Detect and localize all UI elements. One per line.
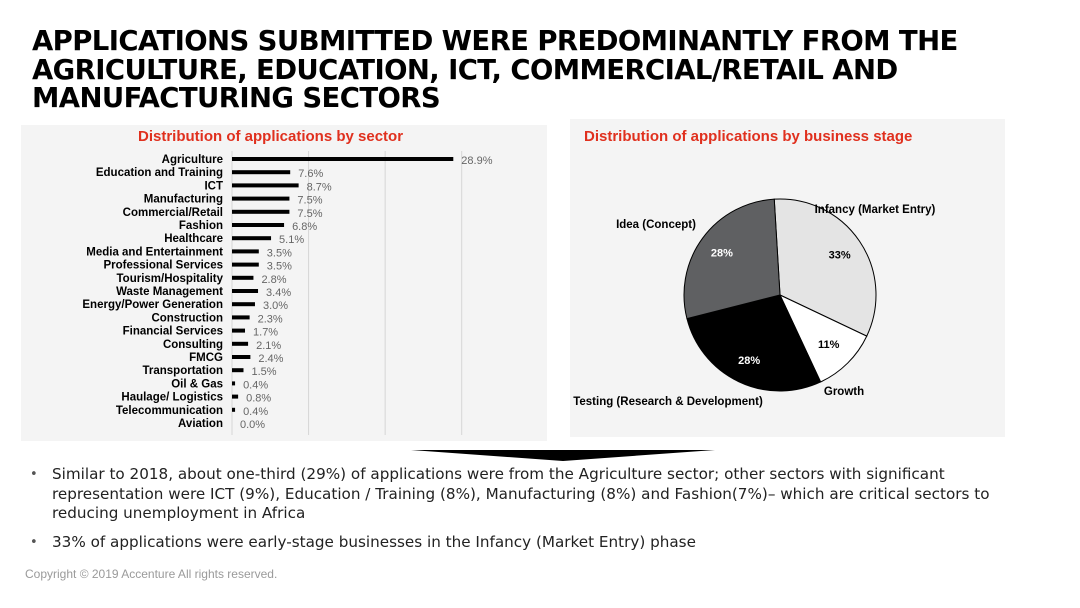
sector-bar [232, 262, 259, 267]
sector-bar [232, 275, 254, 280]
slide-title-line-2: AGRICULTURE, EDUCATION, ICT, COMMERCIAL/… [32, 53, 898, 86]
sector-label: Manufacturing [144, 194, 223, 206]
sector-value-label: 3.5% [267, 247, 292, 259]
pie-percent-label: 33% [829, 250, 851, 262]
sector-label: Construction [151, 312, 223, 324]
pie-category-label: Idea (Concept) [616, 219, 696, 231]
sector-label: Waste Management [116, 286, 223, 298]
sector-bar [232, 236, 272, 241]
pie-category-label: Testing (Research & Development) [573, 396, 763, 408]
finding-text: 33% of applications were early-stage bus… [52, 532, 696, 551]
slide-title-line-1: APPLICATIONS SUBMITTED WERE PREDOMINANTL… [32, 25, 958, 57]
sector-value-label: 28.9% [461, 155, 492, 167]
pie-category-label: Infancy (Market Entry) [815, 204, 936, 216]
sector-label: Healthcare [164, 233, 223, 245]
pie-slice [773, 198, 877, 337]
sector-bar [232, 289, 259, 293]
sector-bar [232, 368, 244, 373]
sector-chart-panel: Distribution of applications by sector A… [21, 125, 547, 441]
sector-bar [232, 381, 236, 386]
sector-value-label: 2.8% [261, 274, 286, 286]
sector-value-label: 7.5% [297, 208, 322, 220]
sector-label: Transportation [142, 365, 223, 377]
sector-bar [232, 223, 285, 227]
sector-label: Oil & Gas [171, 378, 223, 390]
sector-label: Agriculture [162, 154, 223, 166]
stage-chart-title: Distribution of applications by business… [584, 128, 913, 145]
sector-value-label: 0.4% [243, 406, 268, 418]
pie-slice [778, 293, 868, 383]
pie-category-label: Growth [824, 386, 864, 398]
sector-value-label: 3.0% [263, 300, 288, 312]
sector-value-label: 3.4% [266, 287, 291, 299]
sector-label: Financial Services [123, 326, 223, 338]
finding-item: • 33% of applications were early-stage bu… [30, 533, 1030, 553]
sector-value-label: 7.5% [297, 195, 322, 207]
sector-bar [232, 394, 239, 399]
sector-chart-title: Distribution of applications by sector [138, 128, 404, 145]
sector-value-label: 2.1% [256, 340, 281, 352]
pie-percent-label: 28% [738, 355, 760, 367]
sector-value-label: 7.6% [298, 168, 323, 180]
down-arrow-icon [411, 450, 715, 461]
stage-pie-chart: 33% 11% 28% 28% Infancy (Market Entry) Growth… [573, 198, 936, 408]
sector-label: Aviation [178, 418, 223, 430]
sector-bar [232, 315, 250, 320]
sector-label: Media and Entertainment [86, 246, 223, 258]
sector-bar [232, 183, 299, 188]
copyright-notice: Copyright © 2019 Accenture All rights re… [25, 567, 278, 581]
sector-bar [232, 249, 259, 254]
sector-label: Professional Services [103, 260, 223, 272]
sector-value-label: 0.8% [246, 393, 271, 405]
sector-value-label: 1.5% [251, 366, 276, 378]
pie-slice [683, 198, 781, 320]
sector-bar [232, 407, 236, 412]
finding-item: • Similar to 2018, about one-third (29%) … [30, 465, 1030, 524]
bullet-dot-icon: • [30, 534, 38, 550]
pie-percent-label: 28% [711, 248, 733, 260]
sector-label: Tourism/Hospitality [117, 273, 224, 285]
pie-slice [686, 294, 822, 392]
sector-bar [232, 209, 290, 214]
sector-value-label: 0.0% [240, 419, 265, 431]
sector-value-label: 8.7% [307, 181, 332, 193]
bullet-dot-icon: • [30, 467, 38, 482]
sector-value-label: 1.7% [253, 327, 278, 339]
sector-label: Commercial/Retail [123, 207, 223, 219]
sector-bar [232, 355, 251, 359]
sector-label: ICT [204, 180, 223, 192]
sector-label: Education and Training [96, 167, 223, 179]
sector-bar [232, 196, 290, 201]
sector-bar [232, 302, 255, 307]
findings-list: • Similar to 2018, about one-third (29%) … [30, 465, 1030, 552]
sector-label: Fashion [179, 220, 223, 232]
sector-value-label: 6.8% [292, 221, 317, 233]
sector-value-label: 2.4% [258, 353, 283, 365]
sector-label: Haulage/ Logistics [121, 392, 223, 404]
sector-value-label: 3.5% [267, 261, 292, 273]
sector-value-label: 0.4% [243, 379, 268, 391]
sector-bar [232, 341, 249, 346]
sector-label: Telecommunication [116, 405, 223, 417]
sector-label: FMCG [189, 352, 223, 364]
sector-label: Consulting [163, 339, 223, 351]
sector-value-label: 2.3% [258, 313, 283, 325]
sector-bar [232, 170, 291, 175]
pie-percent-label: 11% [818, 339, 840, 351]
sector-value-label: 5.1% [279, 234, 304, 246]
finding-text: Similar to 2018, about one-third (29%) o… [52, 465, 990, 522]
sector-label: Energy/Power Generation [82, 299, 223, 311]
sector-bar-chart: Agriculture 28.9% Education and Training 7.… [82, 151, 493, 435]
slide-title-line-3: MANUFACTURING SECTORS [32, 82, 441, 114]
slide-title: APPLICATIONS SUBMITTED WERE PREDOMINANTL… [32, 27, 1042, 113]
stage-chart-panel: Distribution of applications by business… [570, 119, 1005, 437]
sector-bar [232, 157, 454, 161]
sector-bar [232, 328, 246, 333]
